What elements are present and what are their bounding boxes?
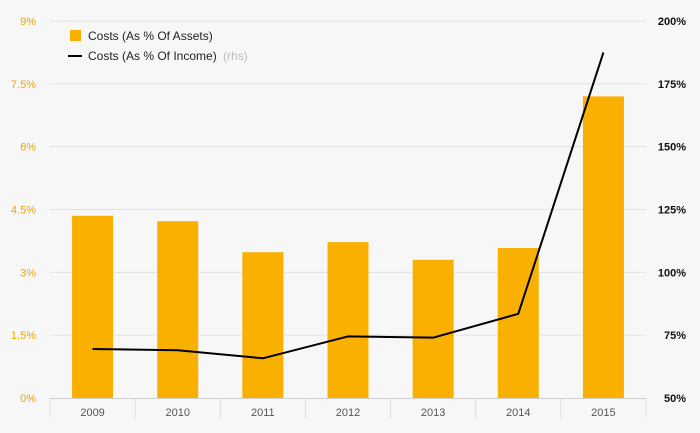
right-tick-label: 50% [664,393,686,405]
bar [242,252,284,398]
legend-label-line-name: Costs (As % Of Income) [88,49,217,63]
right-tick-label: 75% [664,330,686,342]
left-tick-label: 4.5% [11,205,36,217]
left-tick-label: 3% [20,267,36,279]
right-tick-label: 200% [658,16,686,28]
left-tick-label: 9% [20,16,36,28]
bars [72,96,624,399]
right-tick-label: 150% [658,142,686,154]
x-tick-label: 2015 [591,407,615,419]
left-tick-label: 6% [20,142,36,154]
legend-swatch-bar [70,30,81,41]
bar [582,96,624,399]
legend-label-line: Costs (As % Of Income) (rhs) [88,49,248,63]
left-tick-label: 0% [20,393,36,405]
line-series [92,52,605,360]
left-tick-label: 1.5% [11,330,36,342]
legend: Costs (As % Of Assets) Costs (As % Of In… [68,29,248,63]
legend-rhs-suffix: (rhs) [223,49,248,63]
legend-label-bar: Costs (As % Of Assets) [88,29,213,43]
gridlines [50,20,646,336]
x-tick-label: 2014 [506,407,530,419]
bar [72,215,114,398]
right-tick-label: 175% [658,79,686,91]
bar [412,259,454,398]
right-tick-label: 100% [658,267,686,279]
axes: 0% 1.5% 3% 4.5% 6% 7.5% 9% 50% 75% 100% 125% 150% 17… [11,16,686,419]
x-tick-label: 2009 [80,407,104,419]
bar [157,221,199,398]
bar [327,242,369,398]
left-tick-label: 7.5% [11,79,36,91]
x-tick-label: 2012 [336,407,360,419]
x-tick-label: 2013 [421,407,445,419]
x-tick-label: 2010 [165,407,189,419]
right-tick-label: 125% [658,205,686,217]
x-tick-label: 2011 [251,407,275,419]
